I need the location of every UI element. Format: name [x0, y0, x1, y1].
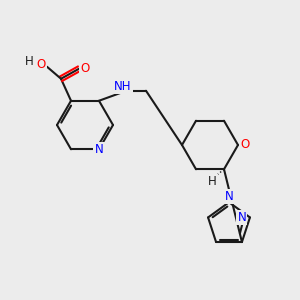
Text: O: O [36, 58, 46, 71]
Text: NH: NH [114, 80, 132, 93]
Text: N: N [238, 211, 246, 224]
Text: N: N [94, 143, 103, 156]
Text: O: O [240, 139, 250, 152]
Text: N: N [225, 190, 233, 203]
Text: H: H [25, 55, 33, 68]
Text: H: H [208, 175, 216, 188]
Text: O: O [80, 62, 90, 75]
